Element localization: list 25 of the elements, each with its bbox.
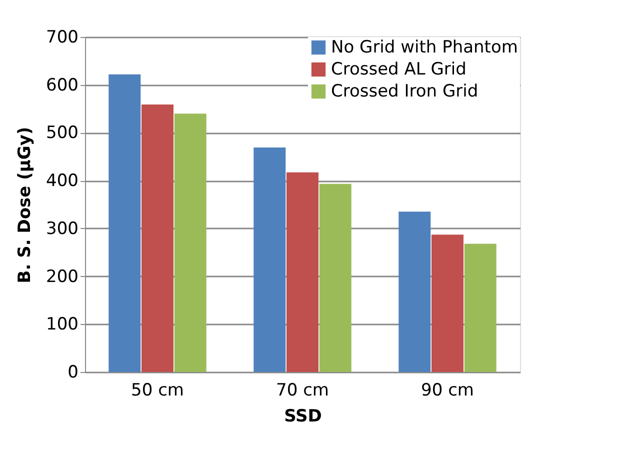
y-tick-label: 0 (68, 362, 78, 382)
bar (254, 148, 286, 372)
y-tick-label: 200 (46, 266, 78, 287)
legend-label: No Grid with Phantom (331, 38, 518, 58)
bar (286, 172, 318, 372)
y-tick-label: 300 (46, 218, 78, 239)
bar (464, 244, 496, 372)
y-tick-label: 400 (46, 171, 78, 192)
y-tick-label: 500 (46, 123, 78, 144)
legend-label: Crossed AL Grid (331, 60, 466, 80)
bar (319, 184, 352, 372)
y-tick-label: 100 (46, 314, 78, 335)
y-tick-label: 700 (46, 28, 78, 48)
bar (398, 212, 431, 372)
x-tick-label: 70 cm (276, 380, 329, 400)
x-axis-title: SSD (284, 406, 322, 426)
bar (108, 74, 141, 372)
x-tick-label: 90 cm (421, 380, 474, 400)
legend-label: Crossed Iron Grid (331, 82, 478, 102)
bar (432, 234, 464, 372)
y-axis-title: B. S. Dose (µGy) (15, 126, 36, 284)
bar (142, 104, 174, 372)
bar (174, 114, 206, 372)
x-tick-label: 50 cm (131, 380, 184, 400)
y-tick-label: 600 (46, 75, 78, 96)
